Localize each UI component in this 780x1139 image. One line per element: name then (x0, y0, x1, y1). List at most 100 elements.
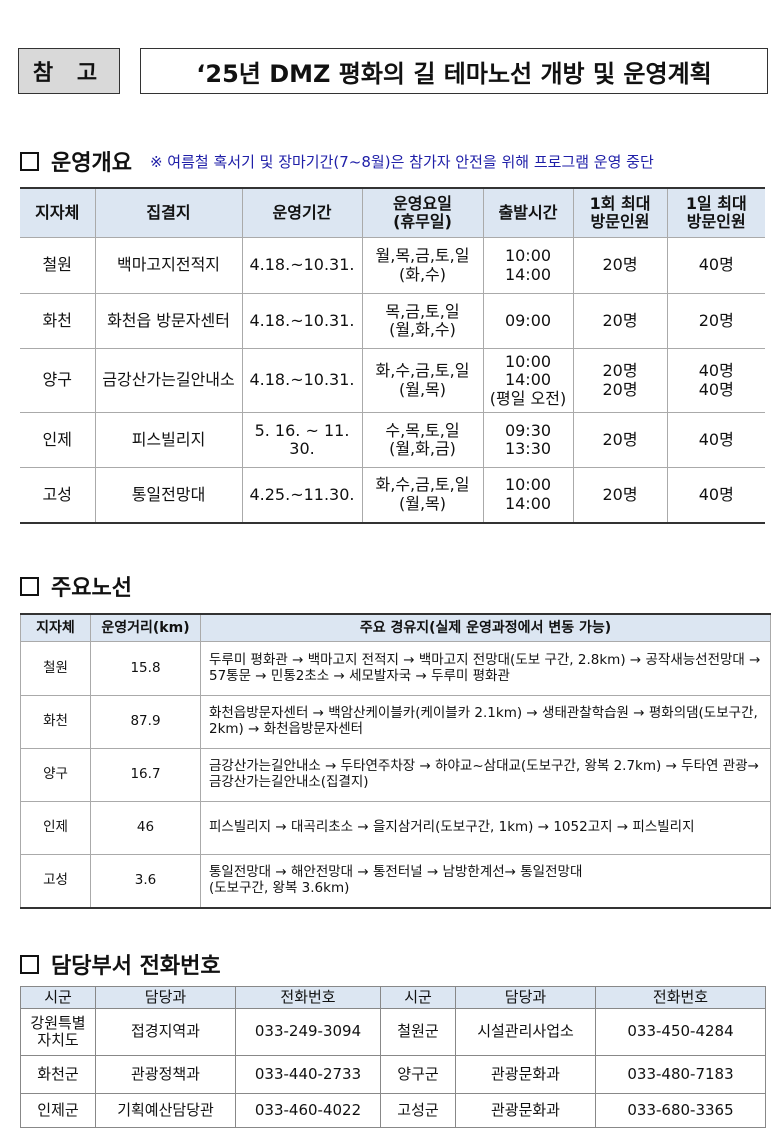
table-cell: 09:30 13:30 (482, 412, 574, 468)
column-header: 전화번호 (235, 986, 381, 1009)
section-operation-overview: 운영개요 ※ 여름철 혹서기 및 장마기간(7~8월)은 참가자 안전을 위해 … (20, 145, 654, 177)
column-header: 지자체 (20, 187, 96, 238)
column-header: 운영기간 (241, 187, 363, 238)
operation-table: 지자체 집결지 운영기간 운영요일 (휴무일) 출발시간 1회 최대 방문인원 1일 최대 방문인… (20, 187, 765, 524)
table-cell: 철원 (20, 237, 96, 294)
checkbox-square-icon (20, 954, 39, 974)
table-row: 화천 87.9 화천읍방문자센터 → 백암산케이블카(케이블카 2.1km) → 생… (20, 695, 771, 749)
table-cell: 5. 16. ~ 11. 30. (241, 412, 363, 468)
table-cell: 09:00 (482, 293, 574, 349)
table-cell: 033-460-4022 (235, 1093, 381, 1128)
table-cell: 10:00 14:00 (482, 467, 574, 523)
table-cell: 40명 40명 (666, 348, 765, 413)
table-cell: 87.9 (90, 695, 201, 749)
table-cell: 기획예산담당관 (95, 1093, 236, 1128)
contacts-table: 시군 담당과 전화번호 시군 담당과 전화번호 강원특별 자치도 접경지역과 033-249-30… (20, 986, 766, 1128)
checkbox-square-icon (20, 151, 39, 171)
table-cell: 40명 (666, 237, 765, 294)
column-header: 운영거리(km) (90, 613, 201, 642)
table-cell: 20명 (572, 293, 668, 349)
reference-label: 참 고 (18, 48, 120, 94)
header-row: 시군 담당과 전화번호 시군 담당과 전화번호 (20, 986, 766, 1009)
table-cell: 033-480-7183 (595, 1055, 766, 1094)
section-heading: 운영개요 (51, 151, 132, 176)
column-header: 집결지 (94, 187, 243, 238)
table-row: 화천군 관광정책과 033-440-2733 양구군 관광문화과 033-480-7183 (20, 1055, 766, 1094)
table-cell: 40명 (666, 467, 765, 523)
table-cell: 철원 (20, 641, 91, 696)
table-row: 화천 화천읍 방문자센터 4.18.~10.31. 목,금,토,일 (월,화,수) 09:… (20, 293, 765, 349)
table-cell: 10:00 14:00 (482, 237, 574, 294)
table-cell: 20명 (572, 237, 668, 294)
table-cell: 인제 (20, 801, 91, 855)
section-main-routes: 주요노선 (20, 570, 132, 602)
table-cell: 16.7 (90, 748, 201, 802)
section-heading: 담당부서 전화번호 (51, 954, 221, 979)
table-cell: 고성 (20, 854, 91, 909)
table-cell: 피스빌리지 (94, 412, 243, 468)
checkbox-square-icon (20, 576, 39, 596)
table-cell: 시설관리사업소 (455, 1008, 596, 1056)
table-cell: 033-680-3365 (595, 1093, 766, 1128)
table-cell: 4.18.~10.31. (241, 293, 363, 349)
table-cell: 화천읍 방문자센터 (94, 293, 243, 349)
table-cell: 백마고지전적지 (94, 237, 243, 294)
table-cell: 3.6 (90, 854, 201, 909)
column-header: 담당과 (95, 986, 236, 1009)
document-title: ‘25년 DMZ 평화의 길 테마노선 개방 및 운영계획 (140, 48, 768, 94)
table-cell: 10:00 14:00 (평일 오전) (482, 348, 574, 413)
column-header: 1일 최대 방문인원 (666, 187, 765, 238)
table-cell: 통일전망대 (94, 467, 243, 523)
table-cell: 화천읍방문자센터 → 백암산케이블카(케이블카 2.1km) → 생태관찰학습원… (200, 695, 771, 749)
table-cell: 화,수,금,토,일 (월,목) (361, 467, 484, 523)
table-cell: 두루미 평화관 → 백마고지 전적지 → 백마고지 전망대(도보 구간, 2.8… (200, 641, 771, 696)
table-cell: 고성군 (380, 1093, 456, 1128)
table-cell: 목,금,토,일 (월,화,수) (361, 293, 484, 349)
table-cell: 033-249-3094 (235, 1008, 381, 1056)
table-cell: 강원특별 자치도 (20, 1008, 96, 1056)
table-cell: 고성 (20, 467, 96, 523)
table-cell: 양구 (20, 748, 91, 802)
column-header: 주요 경유지(실제 운영과정에서 변동 가능) (200, 613, 771, 642)
table-row: 양구 금강산가는길안내소 4.18.~10.31. 화,수,금,토,일 (월,목) 10:… (20, 348, 765, 413)
table-cell: 금강산가는길안내소 (94, 348, 243, 413)
table-cell: 46 (90, 801, 201, 855)
header-row: 지자체 운영거리(km) 주요 경유지(실제 운영과정에서 변동 가능) (20, 613, 771, 642)
section-heading: 주요노선 (51, 576, 132, 601)
table-row: 강원특별 자치도 접경지역과 033-249-3094 철원군 시설관리사업소 033-45… (20, 1008, 766, 1056)
table-cell: 033-440-2733 (235, 1055, 381, 1094)
column-header: 출발시간 (482, 187, 574, 238)
table-row: 철원 15.8 두루미 평화관 → 백마고지 전적지 → 백마고지 전망대(도보 구… (20, 641, 771, 696)
routes-table: 지자체 운영거리(km) 주요 경유지(실제 운영과정에서 변동 가능) 철원 15.8… (20, 613, 771, 909)
table-cell: 금강산가는길안내소 → 두타연주차장 → 하야교~삼대교(도보구간, 왕복 2.… (200, 748, 771, 802)
table-cell: 033-450-4284 (595, 1008, 766, 1056)
column-header: 시군 (380, 986, 456, 1009)
column-header: 지자체 (20, 613, 91, 642)
column-header: 시군 (20, 986, 96, 1009)
table-cell: 관광정책과 (95, 1055, 236, 1094)
table-cell: 수,목,토,일 (월,화,금) (361, 412, 484, 468)
table-cell: 월,목,금,토,일 (화,수) (361, 237, 484, 294)
table-row: 철원 백마고지전적지 4.18.~10.31. 월,목,금,토,일 (화,수) 10:00… (20, 237, 765, 294)
table-cell: 20명 (572, 412, 668, 468)
section-contacts: 담당부서 전화번호 (20, 948, 221, 980)
table-cell: 4.25.~11.30. (241, 467, 363, 523)
table-cell: 40명 (666, 412, 765, 468)
table-cell: 철원군 (380, 1008, 456, 1056)
table-cell: 피스빌리지 → 대곡리초소 → 을지삼거리(도보구간, 1km) → 1052고… (200, 801, 771, 855)
column-header: 1회 최대 방문인원 (572, 187, 668, 238)
section-note: ※ 여름철 혹서기 및 장마기간(7~8월)은 참가자 안전을 위해 프로그램 … (149, 152, 654, 171)
table-cell: 양구군 (380, 1055, 456, 1094)
table-cell: 인제군 (20, 1093, 96, 1128)
table-cell: 20명 20명 (572, 348, 668, 413)
table-cell: 화,수,금,토,일 (월,목) (361, 348, 484, 413)
table-cell: 인제 (20, 412, 96, 468)
table-cell: 양구 (20, 348, 96, 413)
table-row: 인제군 기획예산담당관 033-460-4022 고성군 관광문화과 033-680-33… (20, 1093, 766, 1128)
table-cell: 20명 (666, 293, 765, 349)
table-cell: 20명 (572, 467, 668, 523)
table-row: 고성 통일전망대 4.25.~11.30. 화,수,금,토,일 (월,목) 10:00 14… (20, 467, 765, 523)
table-row: 인제 46 피스빌리지 → 대곡리초소 → 을지삼거리(도보구간, 1km) → 1… (20, 801, 771, 855)
table-cell: 통일전망대 → 해안전망대 → 통전터널 → 남방한계선→ 통일전망대 (도보구간… (200, 854, 771, 909)
